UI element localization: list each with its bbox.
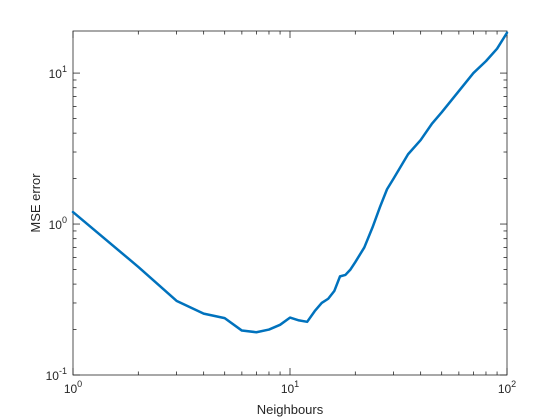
y-tick-label: 10-1 (46, 366, 67, 383)
x-tick-label: 102 (498, 379, 516, 396)
mse-error-line (71, 31, 509, 334)
y-tick-label: 100 (49, 215, 67, 232)
x-tick-label: 100 (64, 379, 82, 396)
axes-box (72, 30, 508, 376)
y-axis-label: MSE error (28, 173, 43, 233)
x-tick-label: 101 (281, 379, 299, 396)
y-tick-label: 101 (49, 64, 67, 81)
x-axis-label: Neighbours (257, 402, 324, 417)
